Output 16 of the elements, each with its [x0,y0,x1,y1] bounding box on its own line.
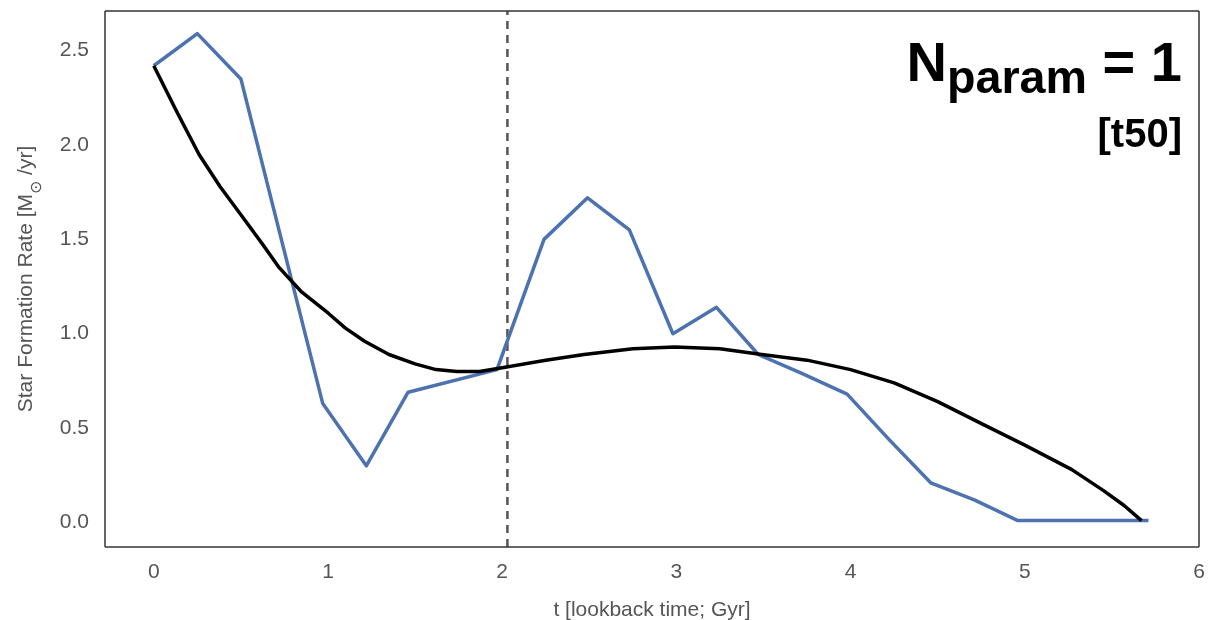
y-tick-label: 2.5 [59,37,89,61]
x-tick-label: 2 [496,558,509,582]
x-tick-label: 1 [322,558,334,582]
x-tick-label: 6 [1193,558,1205,582]
x-axis-title: t [lookback time; Gyr] [553,597,751,620]
y-tick-label: 1.0 [59,320,89,344]
x-tick-label: 5 [1018,558,1031,582]
y-tick-label: 2.0 [59,131,89,155]
annotation: N$_{param}$ = 1 [906,30,1182,106]
x-tick-label: 3 [670,558,683,582]
y-tick-label: 1.5 [59,225,89,249]
y-tick-label: 0.0 [59,509,89,533]
y-tick-label: 0.5 [59,414,89,438]
x-tick-label: 4 [844,558,857,582]
annotation: [t50] [1096,110,1182,158]
x-tick-label: 0 [147,558,160,582]
